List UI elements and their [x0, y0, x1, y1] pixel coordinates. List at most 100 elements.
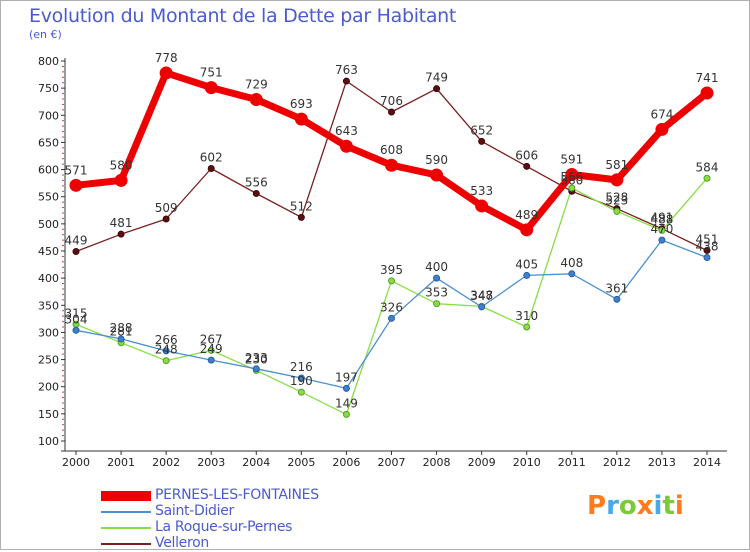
data-label: 288	[110, 321, 133, 335]
logo-letter: i	[674, 491, 684, 521]
data-label: 347	[470, 289, 493, 303]
data-label: 488	[650, 212, 673, 226]
y-tick-label: 500	[38, 218, 59, 231]
data-point	[252, 189, 260, 197]
data-label: 763	[335, 63, 358, 77]
data-label: 580	[110, 158, 133, 172]
data-point	[700, 86, 714, 100]
data-label: 706	[380, 94, 403, 108]
data-label: 248	[155, 343, 178, 357]
x-tick-label: 2011	[558, 456, 586, 469]
data-label: 310	[515, 309, 538, 323]
data-label: 523	[605, 193, 628, 207]
legend-swatch	[101, 543, 151, 545]
data-point	[342, 384, 350, 392]
data-label: 481	[110, 216, 133, 230]
data-point	[114, 173, 128, 187]
data-label: 449	[65, 234, 88, 248]
data-point	[388, 277, 395, 285]
logo-letter: r	[606, 491, 619, 521]
data-label: 233	[245, 351, 268, 365]
y-tick-label: 600	[38, 164, 59, 177]
x-tick-label: 2003	[197, 456, 225, 469]
y-tick-label: 200	[38, 381, 59, 394]
data-label: 353	[425, 286, 448, 300]
data-point	[388, 314, 395, 322]
data-point	[613, 207, 621, 215]
data-point	[703, 246, 711, 254]
data-point	[207, 164, 215, 172]
x-tick-label: 2010	[513, 456, 541, 469]
x-tick-label: 2009	[468, 456, 496, 469]
unit-label: (en €)	[29, 28, 62, 41]
data-label: 581	[605, 158, 628, 172]
data-label: 693	[290, 97, 313, 111]
data-label: 590	[425, 153, 448, 167]
y-tick-label: 700	[38, 109, 59, 122]
data-point	[117, 335, 125, 343]
legend-swatch	[101, 527, 151, 529]
data-point	[297, 374, 305, 382]
data-point	[388, 108, 395, 116]
data-label: 149	[335, 396, 358, 410]
data-point	[433, 274, 441, 282]
data-label: 281	[110, 325, 133, 339]
data-label: 395	[380, 263, 403, 277]
data-label: 556	[245, 175, 268, 189]
data-label: 512	[290, 199, 313, 213]
x-tick-label: 2006	[332, 456, 360, 469]
data-label: 509	[155, 201, 178, 215]
data-point	[523, 323, 531, 331]
logo-letter: x	[636, 491, 654, 521]
logo-letter: i	[653, 491, 663, 521]
data-point	[523, 271, 531, 279]
data-point	[703, 174, 711, 182]
legend-label: Saint-Didier	[155, 503, 234, 519]
data-label: 533	[470, 184, 493, 198]
data-point	[523, 162, 531, 170]
data-label: 608	[380, 143, 403, 157]
data-label: 489	[515, 208, 538, 222]
data-label: 606	[515, 148, 538, 162]
proxiti-logo: Proxiti	[587, 491, 684, 521]
y-tick-label: 650	[38, 136, 59, 149]
series-points	[69, 66, 714, 418]
data-point	[475, 199, 489, 213]
x-tick-label: 2008	[423, 456, 451, 469]
data-point	[520, 223, 534, 237]
data-point	[433, 85, 441, 93]
logo-letter: o	[618, 491, 637, 521]
data-point	[703, 254, 711, 262]
data-label: 230	[245, 352, 268, 366]
data-point	[252, 365, 260, 373]
data-label: 197	[335, 370, 358, 384]
data-point	[162, 347, 170, 355]
data-label: 267	[200, 332, 223, 346]
data-point	[249, 93, 263, 107]
data-point	[342, 410, 350, 418]
data-point	[565, 167, 579, 181]
y-tick-label: 150	[38, 408, 59, 421]
data-label: 315	[65, 306, 88, 320]
data-point	[658, 236, 666, 244]
data-point	[658, 226, 666, 234]
data-point	[72, 248, 80, 256]
x-tick-label: 2012	[603, 456, 631, 469]
data-label: 249	[200, 342, 223, 356]
data-label: 438	[696, 240, 719, 254]
data-label: 400	[425, 260, 448, 274]
chart-title: Evolution du Montant de la Dette par Hab…	[29, 5, 457, 27]
data-label: 778	[155, 51, 178, 65]
data-label: 584	[696, 160, 719, 174]
data-point	[339, 139, 353, 153]
data-label: 751	[200, 66, 223, 80]
y-tick-label: 450	[38, 245, 59, 258]
x-tick-label: 2014	[693, 456, 721, 469]
data-point	[162, 357, 170, 365]
data-point	[610, 173, 624, 187]
logo-letter: t	[662, 491, 675, 521]
legend-swatch	[101, 491, 151, 501]
x-tick-label: 2002	[152, 456, 180, 469]
